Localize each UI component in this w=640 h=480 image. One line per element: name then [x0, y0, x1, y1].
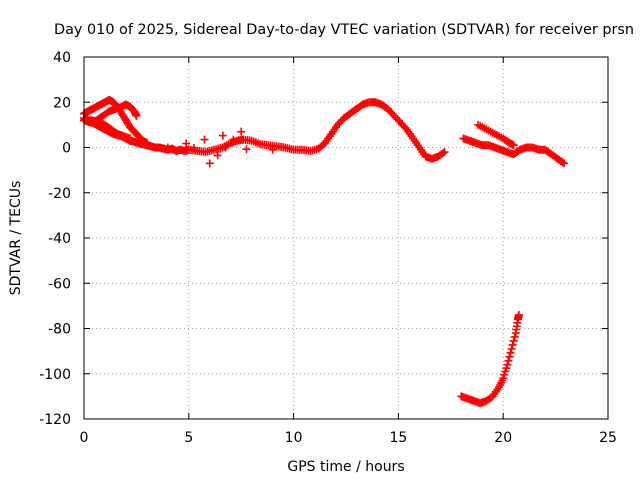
x-axis-label: GPS time / hours: [287, 459, 404, 475]
data-point: [558, 158, 567, 167]
y-axis-label: SDTVAR / TECUs: [8, 181, 24, 296]
data-point: [218, 131, 227, 140]
series-arc-6: [459, 134, 568, 168]
series-arc-8: [457, 310, 523, 408]
data-point: [504, 356, 513, 365]
y-tick-label: -40: [48, 231, 71, 247]
data-point: [510, 332, 519, 341]
data-point: [221, 143, 230, 152]
data-point: [237, 127, 246, 136]
y-tick-label: 0: [62, 141, 71, 157]
data-point: [440, 148, 449, 157]
series-arc-7: [474, 120, 518, 150]
data-point: [126, 134, 135, 143]
data-point: [229, 135, 238, 144]
chart-title: Day 010 of 2025, Sidereal Day-to-day VTE…: [54, 22, 634, 38]
x-tick-label: 25: [599, 430, 617, 446]
x-tick-label: 5: [184, 430, 193, 446]
data-point: [216, 144, 225, 153]
data-point: [242, 145, 251, 154]
data-point: [559, 159, 568, 168]
data-points: [80, 95, 568, 408]
data-point: [508, 340, 517, 349]
y-tick-label: -80: [48, 322, 71, 338]
x-tick-label: 20: [494, 430, 512, 446]
data-point: [190, 144, 199, 153]
series-arc-2: [80, 95, 151, 147]
x-tick-label: 0: [80, 430, 89, 446]
y-tick-label: 20: [53, 95, 71, 111]
y-tick-label: -100: [39, 367, 71, 383]
series-outliers: [163, 127, 277, 168]
data-point: [509, 141, 518, 150]
data-point: [506, 348, 515, 357]
data-point: [163, 143, 172, 152]
data-point: [509, 336, 518, 345]
series-arc-4: [82, 116, 135, 143]
data-point: [505, 352, 514, 361]
data-point: [268, 145, 277, 154]
x-tick-label: 15: [389, 430, 407, 446]
data-point: [142, 138, 151, 147]
data-point: [132, 111, 141, 120]
data-point: [182, 139, 191, 148]
data-point: [200, 135, 209, 144]
y-tick-label: 40: [53, 50, 71, 66]
axis-ticks: 0 5 10 15 20 25 -120 -100 -80 -60 -40 -20 0 20 40: [39, 50, 617, 446]
data-point: [503, 360, 512, 369]
series-arc-5: [184, 98, 449, 163]
data-point: [438, 149, 447, 158]
y-tick-label: -120: [39, 412, 71, 428]
data-point: [205, 159, 214, 168]
data-point: [514, 310, 523, 319]
data-point: [507, 344, 516, 353]
y-tick-label: -60: [48, 276, 71, 292]
x-tick-label: 10: [285, 430, 303, 446]
y-tick-label: -20: [48, 186, 71, 202]
data-point: [213, 151, 222, 160]
